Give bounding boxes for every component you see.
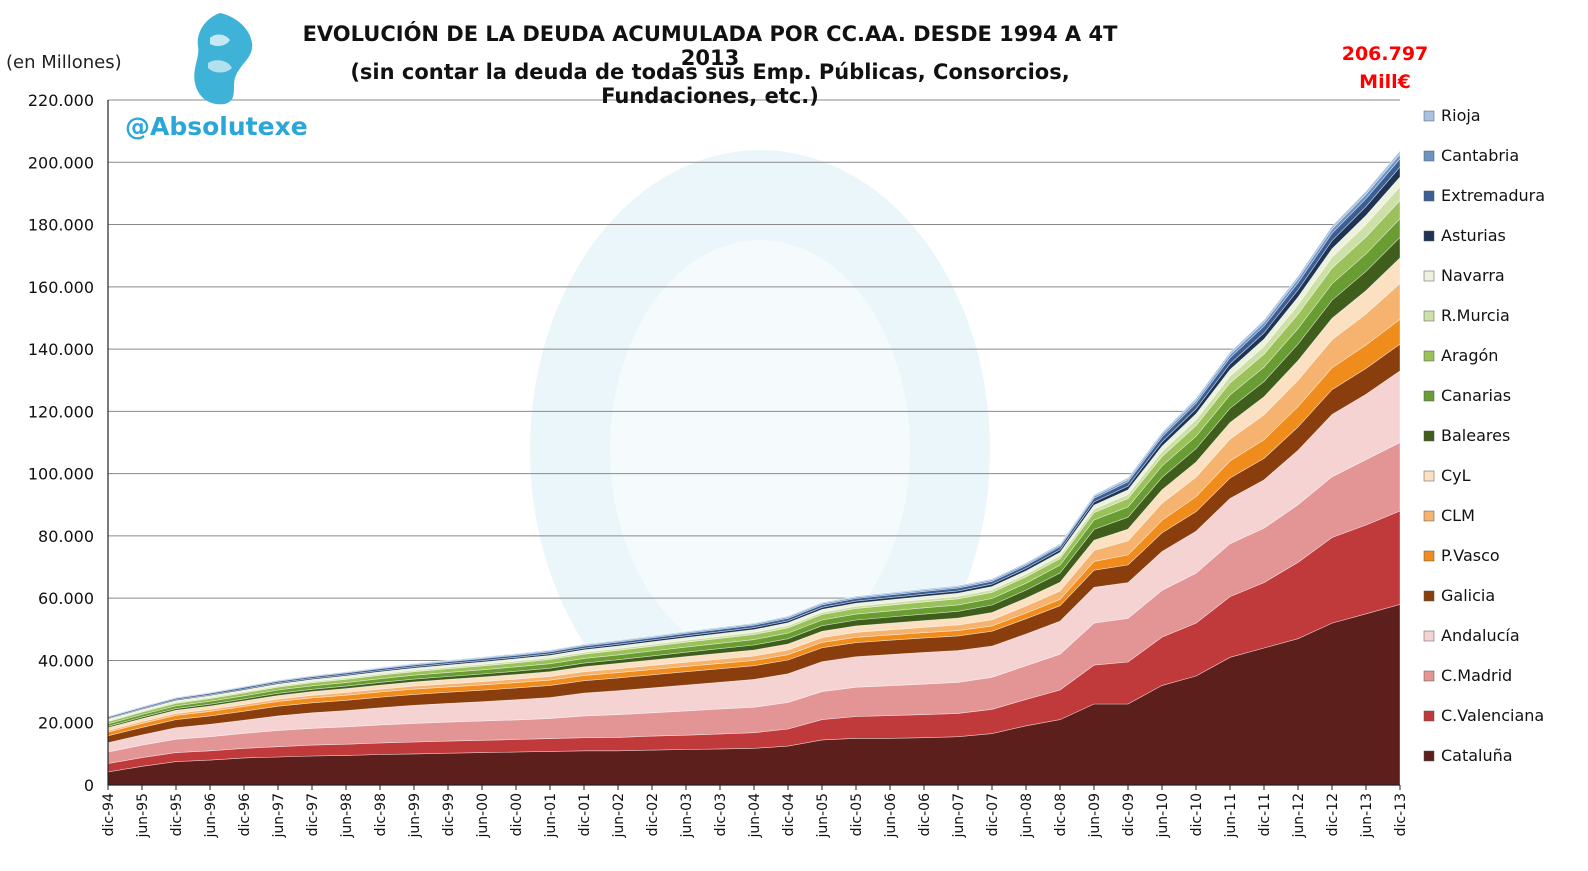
x-tick-label: jun-01	[543, 793, 559, 839]
x-tick-label: jun-04	[747, 793, 763, 839]
x-tick-label: dic-12	[1325, 793, 1341, 836]
legend-swatch	[1423, 190, 1435, 202]
legend-label: C.Madrid	[1441, 666, 1512, 685]
legend-label: Navarra	[1441, 266, 1505, 285]
x-tick-label: jun-05	[815, 793, 831, 839]
x-tick-label: jun-12	[1291, 793, 1307, 839]
x-tick-label: dic-99	[441, 793, 457, 836]
x-tick-label: jun-11	[1223, 793, 1239, 839]
y-tick-label: 20.000	[38, 714, 94, 733]
x-tick-label: dic-96	[237, 793, 253, 836]
total-value: 206.797	[1341, 43, 1429, 65]
x-tick-label: dic-07	[985, 793, 1001, 836]
legend-swatch	[1423, 550, 1435, 562]
legend-label: Andalucía	[1441, 626, 1520, 645]
y-tick-label: 200.000	[28, 153, 94, 172]
x-tick-label: dic-95	[169, 793, 185, 836]
x-tick-label: dic-00	[509, 793, 525, 836]
griffin-logo-icon	[180, 8, 260, 112]
x-tick-label: dic-94	[101, 793, 117, 836]
author-handle: @Absolutexe	[125, 112, 308, 141]
x-tick-label: jun-13	[1359, 793, 1375, 839]
legend-label: CyL	[1441, 466, 1471, 485]
area-rioja	[107, 149, 1401, 717]
x-tick-label: jun-95	[135, 793, 151, 839]
legend-swatch	[1423, 750, 1435, 762]
y-tick-label: 160.000	[28, 278, 94, 297]
chart-subtitle: (sin contar la deuda de todas sus Emp. P…	[350, 60, 1070, 108]
legend: Rioja Cantabria Extremadura Asturias Navarra…	[1423, 106, 1545, 765]
legend-label: Asturias	[1441, 226, 1506, 245]
x-tick-label: jun-09	[1087, 793, 1103, 839]
y-tick-label: 80.000	[38, 527, 94, 546]
x-tick-label: dic-08	[1053, 793, 1069, 836]
x-tick-label: dic-11	[1257, 793, 1273, 836]
x-tick-label: jun-06	[883, 793, 899, 839]
legend-swatch	[1423, 630, 1435, 642]
legend-label: Aragón	[1441, 346, 1498, 365]
x-tick-label: jun-97	[271, 793, 287, 839]
legend-swatch	[1423, 590, 1435, 602]
y-tick-label: 60.000	[38, 589, 94, 608]
x-tick-label: dic-05	[849, 793, 865, 836]
x-tick-label: jun-00	[475, 793, 491, 839]
x-tick-label: jun-10	[1155, 793, 1171, 839]
y-tick-label: 40.000	[38, 651, 94, 670]
legend-swatch	[1423, 150, 1435, 162]
legend-swatch	[1423, 230, 1435, 242]
x-tick-label: jun-03	[679, 793, 695, 839]
legend-label: Cataluña	[1441, 746, 1513, 765]
legend-swatch	[1423, 670, 1435, 682]
total-unit: Mill€	[1359, 71, 1411, 93]
legend-swatch	[1423, 350, 1435, 362]
x-tick-label: jun-96	[203, 793, 219, 839]
legend-label: Canarias	[1441, 386, 1511, 405]
x-tick-label: jun-99	[407, 793, 423, 839]
y-tick-label: 140.000	[28, 340, 94, 359]
y-tick-label: 220.000	[28, 91, 94, 110]
legend-swatch	[1423, 270, 1435, 282]
legend-swatch	[1423, 110, 1435, 122]
legend-swatch	[1423, 390, 1435, 402]
legend-label: R.Murcia	[1441, 306, 1510, 325]
legend-label: Extremadura	[1441, 186, 1545, 205]
legend-swatch	[1423, 510, 1435, 522]
legend-swatch	[1423, 310, 1435, 322]
legend-swatch	[1423, 710, 1435, 722]
x-tick-label: dic-10	[1189, 793, 1205, 836]
x-tick-label: dic-01	[577, 793, 593, 836]
x-tick-label: dic-13	[1393, 793, 1409, 836]
x-tick-label: jun-08	[1019, 793, 1035, 839]
legend-label: Baleares	[1441, 426, 1510, 445]
legend-label: Galicia	[1441, 586, 1495, 605]
x-tick-label: dic-97	[305, 793, 321, 836]
x-tick-label: jun-07	[951, 793, 967, 839]
units-label: (en Millones)	[6, 52, 122, 73]
legend-label: C.Valenciana	[1441, 706, 1544, 725]
chart-title: EVOLUCIÓN DE LA DEUDA ACUMULADA POR CC.A…	[302, 22, 1118, 70]
legend-swatch	[1423, 430, 1435, 442]
y-tick-label: 120.000	[28, 402, 94, 421]
legend-label: Rioja	[1441, 106, 1481, 125]
x-tick-label: dic-06	[917, 793, 933, 836]
legend-swatch	[1423, 470, 1435, 482]
y-tick-label: 0	[84, 776, 94, 795]
x-tick-label: dic-98	[373, 793, 389, 836]
legend-label: Cantabria	[1441, 146, 1519, 165]
x-tick-label: dic-04	[781, 793, 797, 836]
legend-label: P.Vasco	[1441, 546, 1500, 565]
x-tick-label: jun-02	[611, 793, 627, 839]
y-tick-label: 180.000	[28, 216, 94, 235]
total-annotation: 206.797 Mill€	[1330, 40, 1440, 96]
x-tick-label: dic-02	[645, 793, 661, 836]
x-tick-label: jun-98	[339, 793, 355, 839]
y-tick-label: 100.000	[28, 465, 94, 484]
x-tick-label: dic-09	[1121, 793, 1137, 836]
x-tick-labels: dic-94 jun-95 dic-95 jun-96 dic-96 jun-97 dic-…	[101, 785, 1409, 839]
x-tick-label: dic-03	[713, 793, 729, 836]
legend-label: CLM	[1441, 506, 1475, 525]
y-tick-labels: 0 20.000 40.000 60.000 80.000 100.000 120.000 1…	[28, 91, 94, 795]
series-areas	[107, 149, 1401, 786]
